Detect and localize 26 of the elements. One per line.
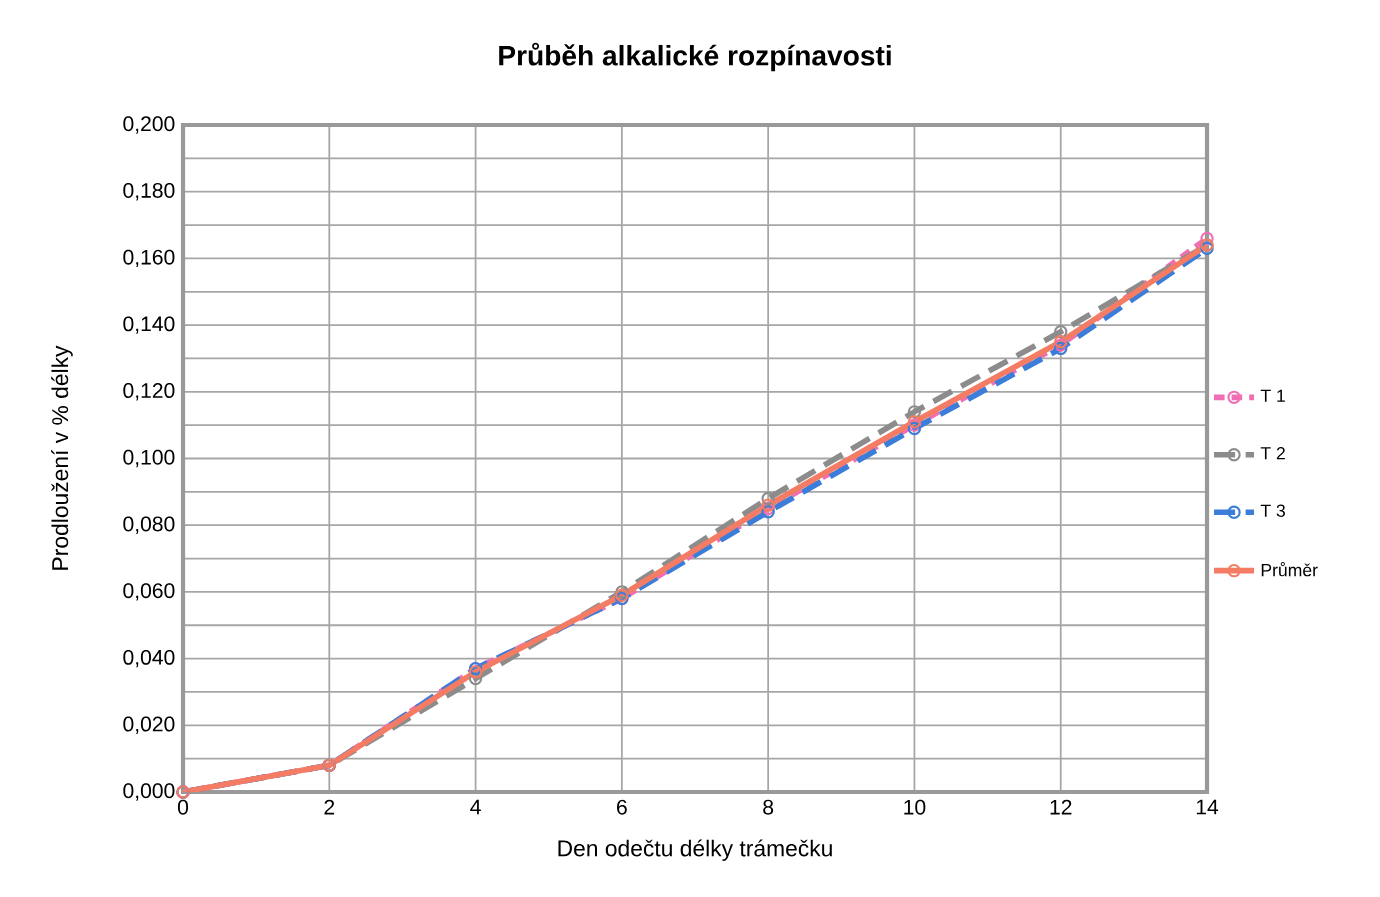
y-tick-label: 0,160	[123, 249, 175, 268]
y-tick-label: 0,020	[123, 716, 175, 735]
y-tick-label: 0,040	[123, 649, 175, 668]
chart-title: Průběh alkalické rozpínavosti	[499, 42, 891, 72]
x-tick-label: 6	[617, 799, 627, 815]
x-tick-label: 10	[904, 799, 926, 815]
x-tick-label: 14	[1196, 799, 1219, 815]
y-tick-label: 0,200	[123, 116, 175, 134]
x-tick-label: 2	[324, 799, 335, 815]
y-tick-label: 0,180	[123, 183, 175, 201]
x-tick-label: 4	[470, 799, 481, 815]
y-tick-label: 0,120	[123, 383, 175, 401]
legend-label: T 1	[1260, 389, 1285, 402]
x-tick-label: 8	[763, 799, 774, 815]
x-axis-title: Den odečtu délky trámečku	[558, 839, 832, 861]
y-tick-label: 0,140	[123, 316, 175, 334]
x-tick-label: 12	[1050, 799, 1072, 815]
y-tick-label: 0,100	[123, 449, 175, 468]
y-tick-label: 0,000	[123, 783, 175, 801]
y-axis-title: Prodloužení v % délky	[51, 345, 73, 570]
x-tick-label: 0	[177, 799, 189, 815]
y-tick-label: 0,060	[123, 583, 175, 601]
legend-label: T 3	[1260, 504, 1285, 517]
y-tick-label: 0,080	[123, 516, 175, 534]
legend-label: T 2	[1260, 447, 1285, 460]
legend-label: Průměr	[1261, 562, 1318, 577]
